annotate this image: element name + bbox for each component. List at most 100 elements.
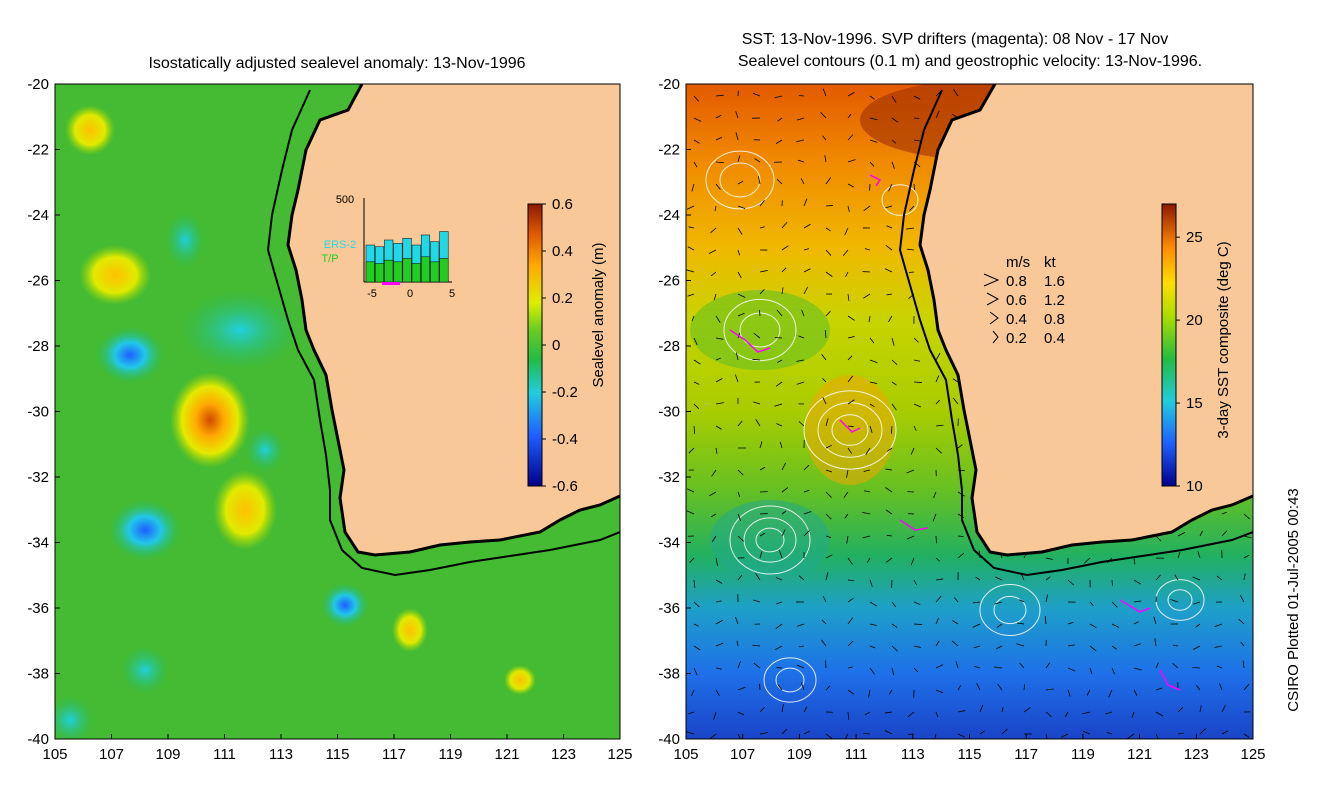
velocity-arrow bbox=[758, 176, 761, 185]
velocity-arrow bbox=[1133, 579, 1141, 585]
velocity-arrow bbox=[775, 577, 783, 581]
drifter-track bbox=[839, 419, 861, 433]
velocity-arrow bbox=[869, 117, 878, 121]
velocity-arrow bbox=[884, 268, 893, 273]
velocity-arrow bbox=[1172, 663, 1179, 669]
velocity-arrow bbox=[714, 205, 717, 212]
velocity-legend-header-ms: m/s bbox=[1006, 254, 1030, 271]
velocity-arrow bbox=[796, 359, 805, 362]
sla-colorbar: 0.6 0.4 0.2 0 -0.2 -0.4 -0.6 Sealevel anomaly … bbox=[527, 196, 607, 495]
velocity-arrow bbox=[693, 425, 696, 434]
velocity-arrow bbox=[891, 117, 899, 123]
velocity-arrow bbox=[935, 535, 937, 544]
left-lon-tick-label: 111 bbox=[213, 746, 236, 763]
velocity-arrow bbox=[913, 601, 921, 605]
velocity-arrow bbox=[825, 271, 833, 277]
velocity-arrow bbox=[803, 286, 809, 295]
velocity-arrow bbox=[910, 557, 915, 566]
velocity-arrow bbox=[755, 573, 761, 581]
velocity-arrow bbox=[715, 378, 723, 383]
velocity-arrow bbox=[1016, 643, 1025, 647]
velocity-arrow bbox=[737, 513, 741, 522]
velocity-arrow bbox=[1016, 622, 1025, 625]
right-lon-tick-label: 107 bbox=[730, 746, 755, 763]
velocity-arrow bbox=[710, 733, 717, 739]
velocity-arrow bbox=[1193, 645, 1201, 650]
velocity-arrow bbox=[1177, 732, 1184, 735]
velocity-arrow bbox=[687, 488, 695, 493]
velocity-arrow bbox=[693, 601, 700, 608]
velocity-legend-kt: 1.2 bbox=[1044, 292, 1065, 309]
velocity-arrow bbox=[847, 447, 853, 454]
velocity-arrow bbox=[737, 155, 741, 163]
velocity-arrow bbox=[996, 623, 1003, 628]
left-lon-tick-label: 121 bbox=[494, 746, 519, 763]
velocity-arrow bbox=[1153, 616, 1157, 625]
velocity-arrow bbox=[1060, 733, 1069, 738]
right-lon-tick-label: 109 bbox=[787, 746, 812, 763]
velocity-arrow bbox=[693, 645, 701, 651]
velocity-arrow bbox=[1219, 683, 1223, 691]
velocity-arrow bbox=[715, 600, 722, 603]
velocity-arrow bbox=[825, 491, 832, 498]
velocity-arrow bbox=[822, 397, 827, 405]
velocity-arrow bbox=[847, 355, 853, 361]
velocity-arrow bbox=[976, 682, 981, 691]
velocity-arrow bbox=[803, 198, 808, 207]
velocity-arrow bbox=[821, 639, 827, 647]
velocity-arrow bbox=[955, 661, 959, 669]
velocity-arrow bbox=[997, 683, 1003, 691]
sla-colorbar-tick-label: -0.2 bbox=[552, 384, 578, 401]
velocity-arrow bbox=[1195, 623, 1201, 628]
velocity-arrow bbox=[713, 711, 717, 720]
drifter-track bbox=[1159, 669, 1181, 691]
velocity-arrow bbox=[869, 403, 875, 408]
velocity-arrow bbox=[781, 704, 784, 713]
velocity-arrow bbox=[869, 645, 876, 649]
sla-low-31s bbox=[245, 428, 285, 472]
inset-bar-tp bbox=[439, 258, 449, 283]
velocity-legend-kt: 0.4 bbox=[1044, 330, 1065, 347]
velocity-arrow bbox=[935, 399, 940, 405]
left-lon-tick-label: 117 bbox=[382, 746, 406, 763]
inset-tp-label: T/P bbox=[321, 253, 338, 265]
velocity-arrow bbox=[995, 645, 1003, 650]
velocity-arrow bbox=[847, 113, 852, 119]
velocity-arrow bbox=[847, 375, 853, 383]
sla-colorbar-tick-label: -0.4 bbox=[552, 431, 578, 448]
velocity-arrow bbox=[803, 706, 808, 713]
velocity-arrow bbox=[913, 579, 917, 586]
velocity-arrow bbox=[735, 111, 739, 119]
sla-high-30s bbox=[170, 372, 250, 468]
left-lon-tick-label: 113 bbox=[269, 746, 293, 763]
velocity-arrow bbox=[1221, 530, 1228, 537]
velocity-arrow bbox=[932, 513, 937, 522]
velocity-arrow bbox=[1133, 621, 1139, 625]
velocity-arrow bbox=[715, 447, 718, 454]
velocity-arrow bbox=[847, 293, 850, 302]
velocity-arrow bbox=[1133, 643, 1142, 647]
sealevel-contour bbox=[763, 657, 817, 703]
left-lat-tick-label: -36 bbox=[27, 600, 49, 617]
velocity-arrow bbox=[803, 248, 810, 251]
sealevel-contour bbox=[979, 584, 1041, 636]
velocity-arrow bbox=[736, 640, 739, 647]
velocity-arrow bbox=[862, 512, 871, 515]
sst-colorbar-tick-label: 10 bbox=[1186, 478, 1203, 495]
velocity-arrow bbox=[715, 337, 724, 340]
velocity-arrow bbox=[803, 530, 810, 537]
velocity-arrow bbox=[686, 510, 695, 515]
velocity-arrow bbox=[1216, 575, 1223, 581]
velocity-arrow bbox=[1214, 623, 1223, 628]
velocity-arrow bbox=[868, 315, 871, 323]
right-lon-tick-label: 105 bbox=[673, 746, 698, 763]
inset-bar-tp bbox=[393, 261, 403, 283]
velocity-arrow bbox=[821, 619, 827, 625]
sst-cool-patch-28s bbox=[690, 290, 830, 370]
sla-low-34s bbox=[109, 500, 181, 560]
velocity-arrow bbox=[972, 623, 981, 628]
velocity-arrow bbox=[796, 381, 805, 385]
velocity-arrow bbox=[796, 139, 805, 143]
velocity-arrow bbox=[711, 535, 717, 542]
